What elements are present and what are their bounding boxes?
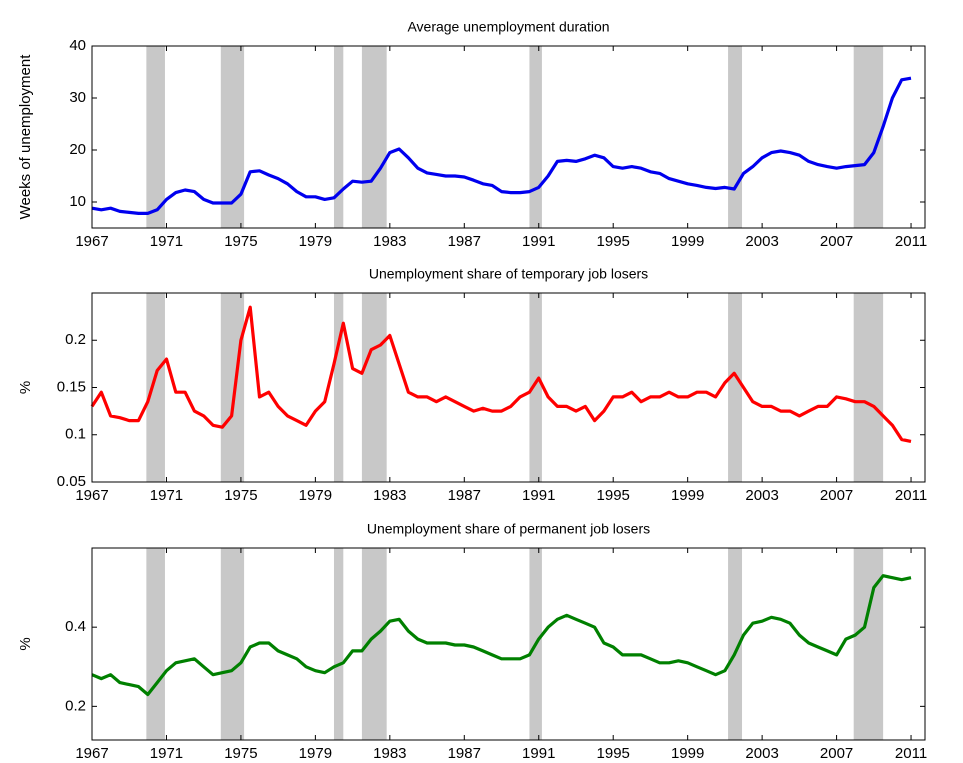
x-tick-label: 1971 (150, 233, 183, 250)
x-tick-label: 1967 (75, 745, 108, 762)
recession-band (333, 293, 344, 482)
x-tick-label: 1983 (373, 745, 406, 762)
line-series (91, 574, 912, 697)
y-tick-label: 10 (69, 193, 86, 210)
plot-frame (91, 547, 926, 741)
x-tick-label: 1975 (224, 233, 257, 250)
x-tick-label: 1983 (373, 233, 406, 250)
y-axis-label: % (17, 381, 34, 394)
x-tick-label: 1991 (522, 233, 555, 250)
x-tick-label: 1987 (448, 233, 481, 250)
x-tick-label: 2007 (820, 487, 853, 504)
recession-band (220, 548, 245, 740)
recession-band (333, 548, 344, 740)
x-tick-label: 2011 (895, 233, 927, 250)
x-tick-label: 1999 (671, 233, 704, 250)
x-tick-label: 1995 (597, 487, 630, 504)
x-tick-label: 1979 (299, 745, 332, 762)
y-tick-label: 20 (69, 141, 86, 158)
recession-band (333, 46, 344, 228)
recession-band (529, 293, 542, 482)
x-tick-label: 1999 (671, 745, 704, 762)
x-tick-label: 1971 (150, 745, 183, 762)
x-tick-label: 2007 (820, 233, 853, 250)
y-tick-label: 0.05 (57, 473, 86, 490)
x-tick-label: 1995 (597, 745, 630, 762)
recession-band (220, 293, 245, 482)
x-tick-label: 1979 (299, 233, 332, 250)
recession-band (361, 46, 387, 228)
x-tick-label: 1967 (75, 487, 108, 504)
x-tick-label: 2011 (895, 745, 927, 762)
panel-title: Unemployment share of temporary job lose… (369, 266, 648, 282)
x-tick-label: 1999 (671, 487, 704, 504)
recession-band (853, 293, 884, 482)
recession-band (361, 293, 387, 482)
recession-band (853, 548, 884, 740)
x-tick-label: 1975 (224, 487, 257, 504)
x-tick-label: 1979 (299, 487, 332, 504)
line-series (91, 76, 912, 215)
x-tick-label: 1987 (448, 745, 481, 762)
recession-band (728, 548, 743, 740)
x-tick-label: 1975 (224, 745, 257, 762)
panel-title: Average unemployment duration (407, 19, 609, 35)
x-tick-label: 1983 (373, 487, 406, 504)
x-tick-label: 1991 (522, 745, 555, 762)
y-tick-label: 0.2 (65, 697, 86, 714)
recession-band (220, 46, 245, 228)
x-tick-label: 2011 (895, 487, 927, 504)
recession-band (146, 548, 165, 740)
plot-frame (91, 45, 926, 229)
recession-band (146, 46, 165, 228)
plot-frame (91, 292, 926, 483)
x-tick-label: 2003 (745, 233, 778, 250)
panel-title: Unemployment share of permanent job lose… (367, 521, 650, 537)
x-tick-label: 1991 (522, 487, 555, 504)
x-tick-label: 1995 (597, 233, 630, 250)
x-tick-label: 2003 (745, 487, 778, 504)
y-axis-label: % (17, 637, 34, 650)
recession-band (728, 46, 743, 228)
recession-band (146, 293, 165, 482)
y-axis-label: Weeks of unemployment (17, 54, 34, 220)
x-tick-label: 2007 (820, 745, 853, 762)
y-tick-label: 0.15 (57, 378, 86, 395)
line-series (90, 305, 912, 443)
y-tick-label: 0.1 (65, 426, 86, 443)
recession-band (728, 293, 743, 482)
x-tick-label: 1971 (150, 487, 183, 504)
x-tick-label: 2003 (745, 745, 778, 762)
y-tick-label: 30 (69, 89, 86, 106)
x-tick-label: 1967 (75, 233, 108, 250)
y-tick-label: 40 (69, 37, 86, 54)
x-tick-label: 1987 (448, 487, 481, 504)
y-tick-label: 0.2 (65, 331, 86, 348)
y-tick-label: 0.4 (65, 618, 86, 635)
recession-band (529, 46, 542, 228)
